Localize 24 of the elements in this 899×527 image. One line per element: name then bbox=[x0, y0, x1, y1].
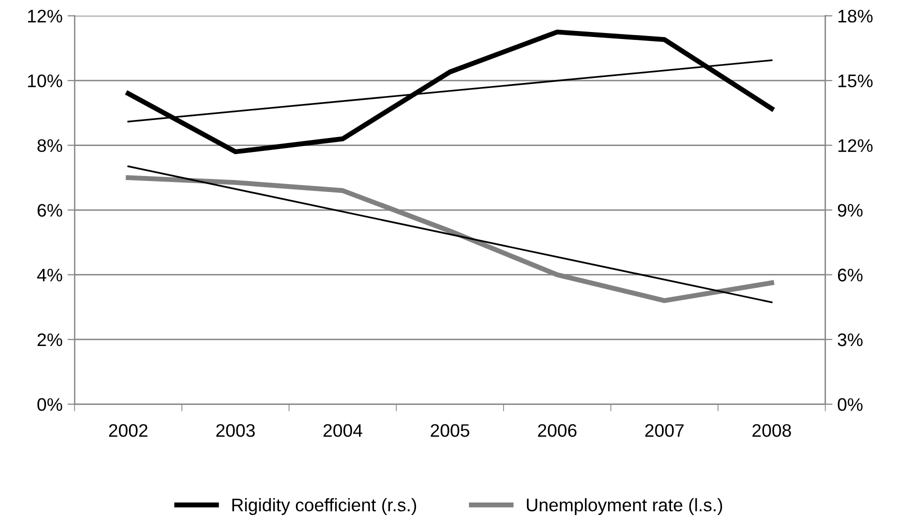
line-series bbox=[126, 30, 774, 154]
x-tick-label: 2008 bbox=[752, 424, 791, 437]
y2-tick-label: 15% bbox=[838, 74, 873, 88]
y-tick-label: 2% bbox=[38, 333, 62, 346]
y2-tick-label: 0% bbox=[838, 398, 863, 411]
y2-tick-label: 3% bbox=[838, 333, 863, 346]
x-tick-label: 2004 bbox=[324, 424, 362, 437]
legend-label: Rigidity coefficient (r.s.) bbox=[232, 498, 416, 515]
x-tick-label: 2003 bbox=[216, 424, 255, 437]
y-tick-label: 6% bbox=[38, 204, 62, 217]
legend-label: Unemployment rate (l.s.) bbox=[526, 498, 722, 515]
x-tick-label: 2002 bbox=[109, 424, 148, 437]
x-tick-label: 2006 bbox=[538, 424, 576, 437]
y2-tick-label: 18% bbox=[838, 10, 873, 23]
x-tick-label: 2005 bbox=[430, 424, 470, 437]
y2-tick-label: 9% bbox=[838, 204, 863, 217]
y2-tick-label: 6% bbox=[838, 268, 863, 282]
x-tick-label: 2007 bbox=[645, 424, 684, 437]
y-tick-label: 12% bbox=[28, 10, 62, 22]
y2-tick-label: 12% bbox=[838, 139, 873, 152]
y-tick-label: 4% bbox=[37, 268, 62, 282]
y-tick-label: 8% bbox=[38, 139, 62, 152]
y-tick-label: 10% bbox=[28, 74, 62, 88]
y-tick-label: 0% bbox=[37, 398, 62, 411]
